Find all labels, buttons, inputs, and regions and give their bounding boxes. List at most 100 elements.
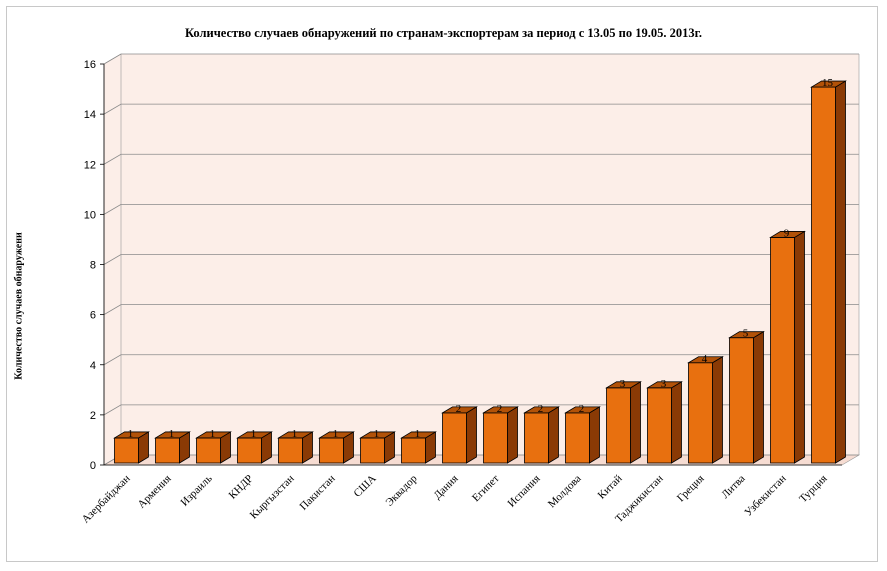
bar-front xyxy=(729,337,754,464)
y-tick-label: 8 xyxy=(90,260,96,272)
bar-top xyxy=(359,431,396,439)
bar-front xyxy=(401,437,426,464)
x-tick-label: Эквадор xyxy=(383,472,420,509)
x-tick-label: Турция xyxy=(797,473,830,506)
bar-top xyxy=(523,406,560,414)
bar-value-label: 1 xyxy=(169,428,175,440)
bar-top xyxy=(441,406,478,414)
bar-top xyxy=(318,431,355,439)
bar-value-label: 9 xyxy=(784,227,790,239)
x-tick-label: Молдова xyxy=(546,473,584,511)
x-tick-label: Китай xyxy=(596,473,625,502)
bar xyxy=(769,230,806,464)
bar-side xyxy=(548,406,559,464)
y-tick-label: 2 xyxy=(90,410,96,422)
bar-value-label: 5 xyxy=(743,328,749,340)
bar xyxy=(318,431,355,464)
gridline xyxy=(103,153,859,165)
bar-top xyxy=(400,431,437,439)
bar-front xyxy=(114,437,139,464)
y-tick-label: 12 xyxy=(84,159,96,171)
bar-side xyxy=(671,381,682,464)
y-tick-label: 0 xyxy=(90,460,96,472)
bar xyxy=(810,80,847,464)
bar-value-label: 1 xyxy=(374,428,380,440)
gridline xyxy=(103,203,859,215)
bar-value-label: 2 xyxy=(497,403,503,415)
bar-value-label: 15 xyxy=(822,77,834,89)
bar xyxy=(400,431,437,464)
bar xyxy=(564,406,601,464)
chart-title: Количество случаев обнаружений по страна… xyxy=(184,26,703,40)
bar-top xyxy=(564,406,601,414)
gridline xyxy=(103,103,859,115)
x-tick-label: Испания xyxy=(506,473,543,510)
bar-side xyxy=(794,230,805,464)
bar xyxy=(523,406,560,464)
bar xyxy=(482,406,519,464)
bar-front xyxy=(606,387,631,464)
bar-top xyxy=(687,356,724,364)
bar xyxy=(646,381,683,464)
x-tick-label: Азербайджан xyxy=(80,473,133,526)
x-tick-label: Дания xyxy=(431,473,460,502)
x-tick-label: Израиль xyxy=(179,473,215,509)
bar-front xyxy=(524,412,549,464)
x-tick-label: Литва xyxy=(719,473,747,501)
bar-value-label: 2 xyxy=(579,403,585,415)
bar xyxy=(441,406,478,464)
gridline xyxy=(103,254,859,265)
bar xyxy=(728,330,765,464)
bar-front xyxy=(442,412,467,464)
bar-front xyxy=(319,437,344,464)
bar-side xyxy=(466,406,477,464)
y-tick-label: 14 xyxy=(84,109,96,121)
bar-value-label: 2 xyxy=(538,403,544,415)
x-tick-label: Армения xyxy=(135,473,173,511)
bar-side xyxy=(753,330,764,464)
y-tick-label: 6 xyxy=(90,310,96,322)
bar-front xyxy=(360,437,385,464)
bar xyxy=(154,431,191,464)
bar xyxy=(277,431,314,464)
x-tick-label: Узбекистан xyxy=(742,473,788,519)
bar xyxy=(113,431,150,464)
x-tick-label: Пакистан xyxy=(298,473,338,513)
bar-value-label: 1 xyxy=(415,428,421,440)
bar-top xyxy=(113,431,150,439)
bar-top xyxy=(236,431,273,439)
bar-value-label: 1 xyxy=(333,428,339,440)
bar-front xyxy=(278,437,303,464)
bar-top xyxy=(728,331,765,339)
bar-top xyxy=(810,80,847,88)
bar-side xyxy=(507,406,518,464)
x-tick-label: США xyxy=(351,473,378,500)
bar-top xyxy=(154,431,191,439)
y-tick-label: 4 xyxy=(90,360,96,372)
bar-top xyxy=(769,231,806,238)
bar-value-label: 1 xyxy=(210,428,216,440)
bar-front xyxy=(688,362,713,464)
bar-front xyxy=(196,437,221,464)
bar-front xyxy=(647,387,672,464)
bar-value-label: 4 xyxy=(702,353,708,365)
bar-side xyxy=(712,356,723,464)
bar-value-label: 1 xyxy=(128,428,134,440)
bar-value-label: 2 xyxy=(456,403,462,415)
bar-front xyxy=(565,412,590,464)
bar xyxy=(195,431,232,464)
gridline xyxy=(103,354,859,366)
bar-side xyxy=(835,80,846,464)
gridline xyxy=(103,53,859,65)
bar-front xyxy=(483,412,508,464)
bar-value-label: 3 xyxy=(620,378,626,390)
bar-value-label: 1 xyxy=(292,428,298,440)
bar xyxy=(236,431,273,464)
y-tick-label: 10 xyxy=(84,209,96,221)
bar-value-label: 3 xyxy=(661,378,667,390)
bar-side xyxy=(589,406,600,464)
bar xyxy=(605,381,642,464)
bar-top xyxy=(605,381,642,389)
bar xyxy=(687,356,724,464)
